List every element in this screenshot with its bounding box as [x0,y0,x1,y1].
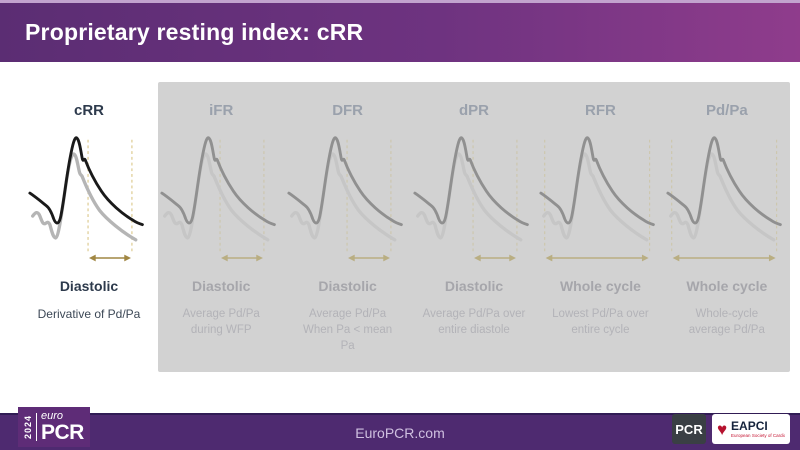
waveform-chart [412,119,536,273]
europcr-2024-logo: 2024 euro PCR [18,407,90,447]
index-title: RFR [585,102,616,119]
index-column-rfr: RFR Whole cycle Lowest Pd/Pa over entire… [537,82,663,372]
page-title: Proprietary resting index: cRR [25,19,364,45]
index-column-ifr: iFR Diastolic Average Pd/Pa during WFP [158,82,284,372]
window-arrow [221,254,264,262]
index-column-dfr: DFR Diastolic Average Pd/Pa When Pa < me… [284,82,410,372]
waveform-svg [413,136,529,262]
index-column-dpr: dPR Diastolic Average Pd/Pa over entire … [411,82,537,372]
logo-euro-label: euro [41,410,64,422]
waveform-chart [27,119,151,273]
index-description: Whole-cycle average Pd/Pa [688,308,765,337]
index-title: DFR [332,102,364,119]
pa-curve [160,136,277,227]
waveform-chart [286,119,410,273]
slide-header: Proprietary resting index: cRR [0,0,800,62]
eapci-name-label: EAPCI [731,418,768,433]
pa-curve [539,136,656,227]
waveform-chart [159,119,283,273]
window-arrow [546,254,650,262]
pd-curve [289,152,397,242]
measurement-window-label: Whole cycle [559,278,641,294]
index-title: Pd/Pa [705,102,748,119]
index-description: Average Pd/Pa during WFP [182,308,260,337]
waveform-chart [665,119,789,273]
index-description: Average Pd/Pa When Pa < mean Pa [303,308,393,353]
index-column-pd-pa: Pd/Pa Whole cycle Whole-cycle average Pd… [664,82,790,372]
measurement-window-label: Whole cycle [686,278,768,294]
index-title: cRR [73,102,104,119]
window-arrow [347,254,390,262]
pd-curve [542,152,649,242]
waveform-svg [287,136,403,262]
index-description: Derivative of Pd/Pa [37,307,141,321]
measurement-window-label: Diastolic [318,278,377,294]
content-area: cRR Diastolic Derivative of Pd/Pa iFR Di… [20,82,790,372]
eapci-tagline-label: European Society of Cardiology [731,433,785,439]
crr-column-slot: cRR Diastolic Derivative of Pd/Pa [20,82,158,372]
index-description: Average Pd/Pa over entire diastole [422,308,526,337]
waveform-svg [539,136,656,262]
index-column-crr: cRR Diastolic Derivative of Pd/Pa [20,82,158,323]
waveform-svg [160,136,277,262]
window-arrow [672,254,776,262]
index-description: Lowest Pd/Pa over entire cycle [552,308,649,337]
pa-curve [287,136,403,227]
pd-curve [31,152,138,242]
index-title: iFR [209,102,234,119]
slide-footer: EuroPCR.com [0,413,800,450]
website-link[interactable]: EuroPCR.com [355,424,445,441]
logo-divider [36,413,37,441]
pcr-logo: PCR [672,414,706,444]
logo-year-label: 2024 [23,414,33,440]
comparison-panel: iFR Diastolic Average Pd/Pa during WFP D… [158,82,790,372]
measurement-window-label: Diastolic [444,278,504,294]
heart-icon: ♥ [716,419,728,439]
waveform-chart [538,119,662,273]
logo-pcr-label: PCR [41,421,84,444]
measurement-window-label: Diastolic [192,278,251,294]
waveform-svg [28,136,144,262]
pa-curve [666,136,782,227]
logo-text-stack: euro PCR [41,410,84,444]
eapci-text-block: EAPCI European Society of Cardiology [731,418,785,439]
window-arrow [474,254,516,262]
pa-curve [413,136,529,227]
pa-curve [28,136,144,227]
waveform-svg [666,136,782,262]
pd-curve [668,152,776,242]
window-arrow [89,254,131,262]
pd-curve [416,152,523,242]
pd-curve [163,152,270,242]
measurement-window-label: Diastolic [59,278,119,294]
eapci-logo: ♥ EAPCI European Society of Cardiology [712,414,790,444]
index-title: dPR [459,102,490,119]
